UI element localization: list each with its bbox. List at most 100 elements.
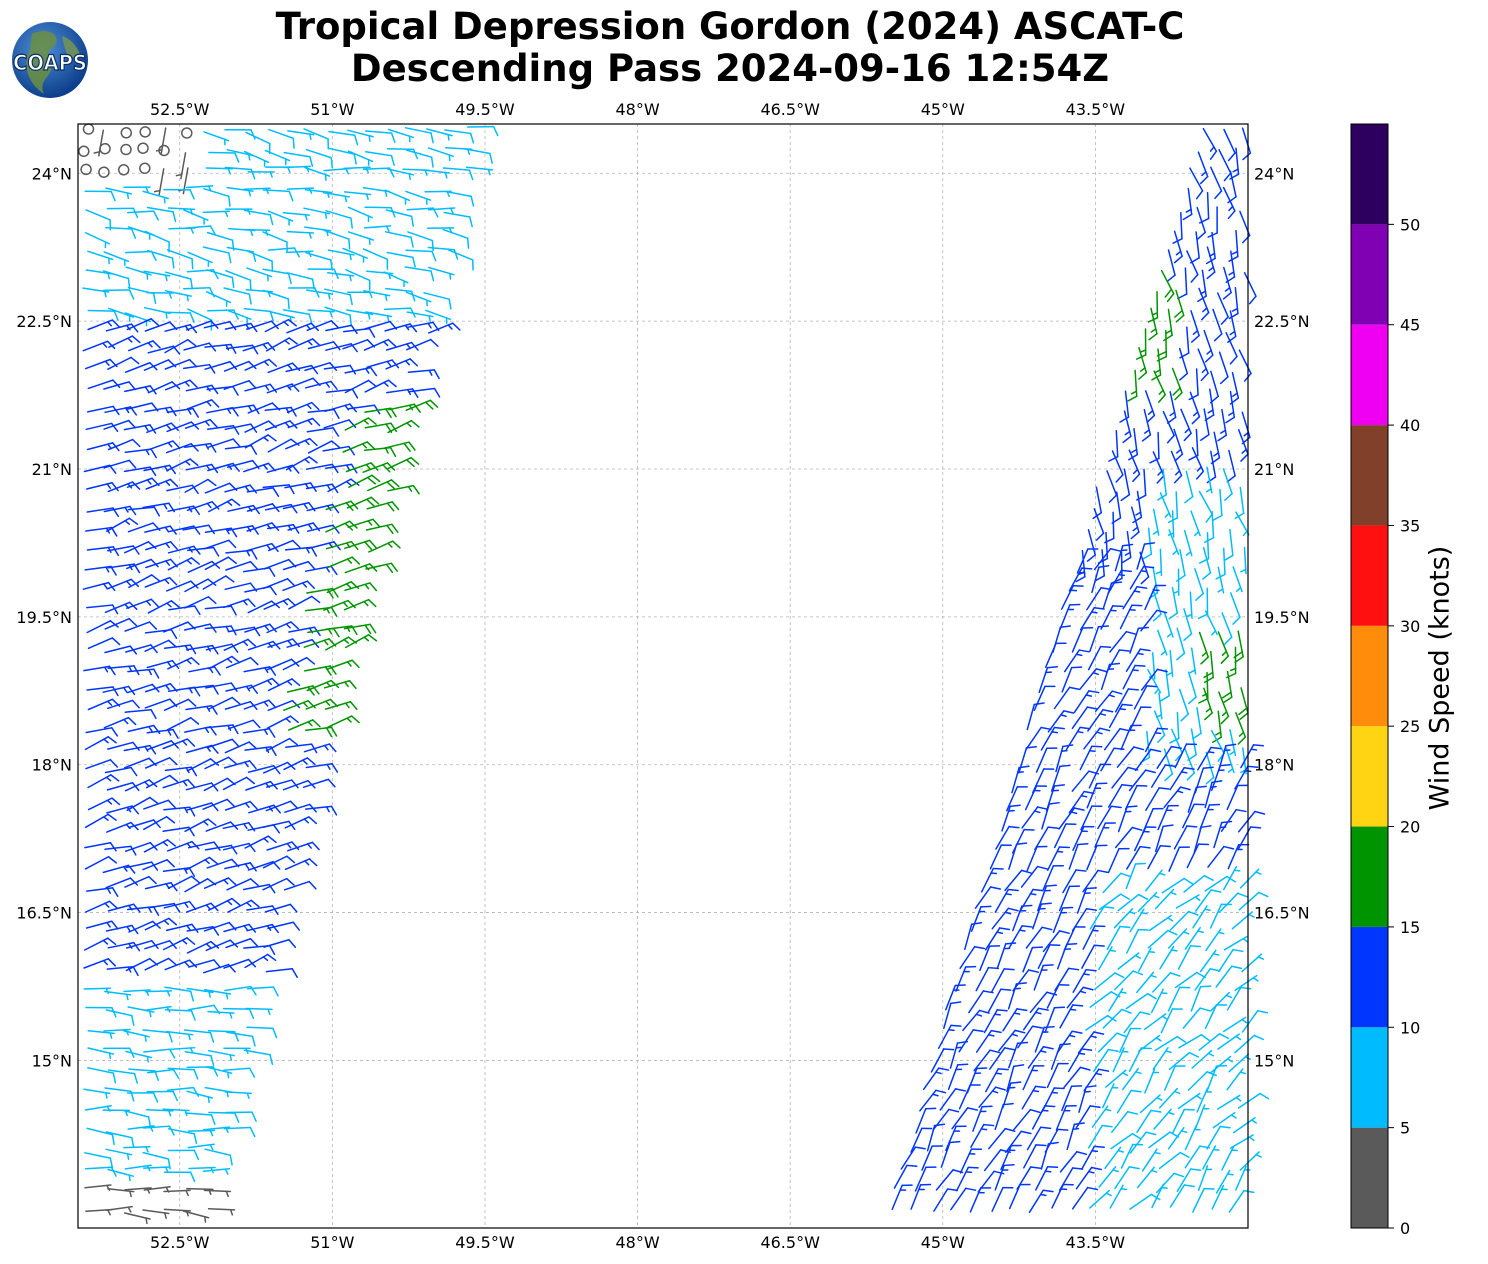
- wind-barb: [1203, 687, 1213, 721]
- wind-barb: [405, 399, 439, 411]
- wind-barb: [1002, 1008, 1028, 1032]
- wind-barb: [950, 1187, 977, 1211]
- wind-barb: [175, 152, 187, 180]
- wind-barb: [382, 441, 416, 452]
- wind-barb: [286, 230, 315, 239]
- wind-barb: [286, 638, 320, 648]
- wind-barb: [1204, 610, 1218, 636]
- wind-barb: [1192, 1187, 1215, 1213]
- wind-barb: [1125, 648, 1151, 672]
- wind-barb: [1102, 1083, 1119, 1109]
- wind-barb: [1191, 1049, 1215, 1069]
- wind-barb: [891, 1184, 913, 1211]
- wind-barb: [407, 369, 440, 380]
- wind-barb: [1088, 763, 1112, 789]
- wind-barb: [207, 1010, 235, 1019]
- wind-barb: [107, 1069, 138, 1084]
- wind-barb: [1052, 625, 1071, 653]
- wind-barb: [978, 1086, 1006, 1108]
- wind-barb: [1082, 869, 1109, 893]
- wind-barb: [224, 128, 256, 140]
- wind-barb: [1156, 745, 1182, 770]
- wind-barb: [288, 626, 321, 637]
- wind-barb: [285, 437, 318, 450]
- wind-barb: [362, 248, 389, 270]
- wind-barb: [86, 405, 120, 416]
- wind-barb: [387, 484, 420, 495]
- wind-barb: [145, 478, 179, 490]
- wind-barb: [1046, 846, 1071, 871]
- wind-barb: [1026, 702, 1045, 731]
- wind-barb: [1075, 550, 1086, 583]
- wind-barb: [1213, 820, 1233, 849]
- wind-barb: [365, 151, 395, 166]
- wind-barb: [223, 958, 257, 969]
- wind-barb: [85, 1006, 117, 1018]
- wind-barb: [1196, 1087, 1213, 1113]
- wind-barb: [105, 226, 137, 239]
- wind-barb: [117, 164, 130, 176]
- wind-barb: [284, 858, 318, 871]
- wind-barb: [385, 341, 419, 351]
- wind-barb: [142, 1166, 171, 1173]
- lat-tick-left: 18°N: [32, 756, 72, 775]
- wind-barb: [1132, 490, 1143, 524]
- wind-barb: [1022, 946, 1044, 973]
- wind-barb: [266, 841, 300, 851]
- wind-barb: [143, 799, 176, 810]
- wind-barb: [103, 505, 137, 516]
- wind-barb: [1198, 631, 1209, 665]
- wind-barb: [1229, 592, 1241, 625]
- wind-barb: [1231, 911, 1255, 930]
- wind-barb: [325, 636, 358, 651]
- wind-barb: [1022, 1065, 1045, 1091]
- wind-barb: [1184, 1125, 1201, 1151]
- wind-barb: [921, 1145, 943, 1171]
- colorbar-tick-label: 15: [1400, 918, 1420, 937]
- wind-barb: [165, 443, 199, 454]
- wind-barb: [304, 362, 338, 372]
- wind-barb: [1046, 1062, 1069, 1089]
- wind-barb: [164, 339, 197, 354]
- wind-barb: [146, 292, 175, 299]
- wind-barb: [247, 860, 281, 871]
- logo-text: COAPS: [13, 51, 87, 75]
- wind-barb: [1152, 972, 1181, 993]
- wind-barb: [246, 905, 279, 916]
- wind-barb: [245, 780, 278, 791]
- wind-barb: [1159, 492, 1172, 518]
- wind-barb: [1189, 391, 1201, 425]
- wind-barb: [1226, 986, 1252, 1011]
- wind-barb: [1033, 685, 1056, 711]
- wind-barb: [1168, 586, 1179, 620]
- wind-barb: [263, 598, 297, 610]
- wind-barb: [325, 520, 358, 533]
- wind-barb: [265, 967, 298, 978]
- wind-barb: [983, 1009, 1008, 1034]
- wind-barb: [142, 1209, 170, 1219]
- wind-barb: [1226, 784, 1249, 811]
- wind-barb: [1237, 429, 1249, 462]
- wind-barb: [1186, 250, 1199, 283]
- wind-barb: [444, 190, 475, 207]
- wind-barb: [1093, 547, 1121, 571]
- wind-barb: [1241, 127, 1252, 161]
- wind-barb: [1160, 1008, 1183, 1034]
- wind-barb: [247, 677, 281, 690]
- wind-barb: [1060, 585, 1084, 610]
- wind-barb: [86, 482, 119, 492]
- wind-barb: [1086, 844, 1108, 871]
- wind-barb: [1227, 170, 1237, 204]
- lon-tick-top: 51°W: [310, 100, 354, 119]
- wind-barb: [184, 596, 217, 609]
- wind-barb: [287, 130, 315, 141]
- wind-barb: [307, 309, 335, 318]
- wind-barb: [1136, 468, 1147, 501]
- wind-barb: [1217, 408, 1227, 442]
- wind-barb: [326, 659, 360, 670]
- wind-barb: [914, 1166, 937, 1192]
- wind-barb: [327, 272, 355, 282]
- lat-tick-left: 15°N: [32, 1051, 72, 1070]
- wind-barb: [1076, 887, 1097, 914]
- colorbar-bin: [1351, 425, 1388, 526]
